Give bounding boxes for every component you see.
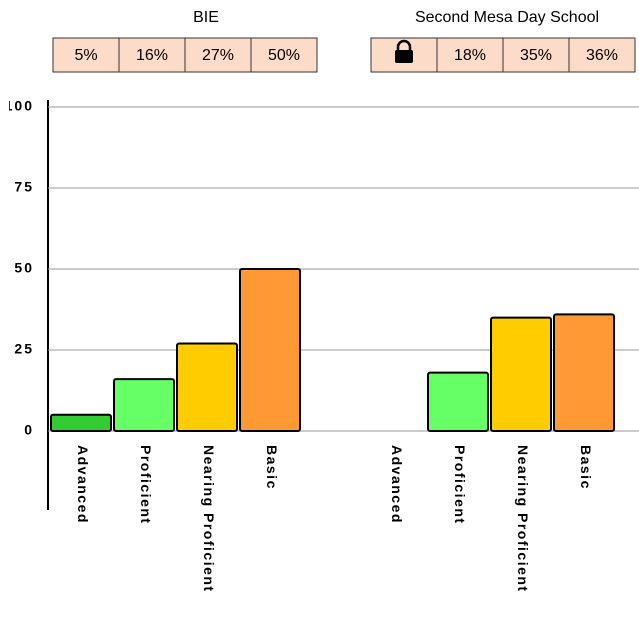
bar: [553, 313, 615, 432]
value-label: 36%: [586, 47, 618, 64]
lock-icon: [396, 39, 412, 50]
y-tick-label: 50: [14, 260, 34, 276]
value-label: 27%: [202, 47, 234, 64]
value-box: [568, 37, 636, 73]
x-tick-label: Basic: [578, 445, 594, 490]
x-tick-label: Advanced: [389, 445, 405, 524]
x-tick-label: Proficient: [452, 445, 468, 525]
y-tick-labels: 0 25 50 75 100: [5, 98, 34, 438]
group-title: BIE: [193, 9, 219, 26]
value-label: 18%: [454, 47, 486, 64]
y-tick-label: 75: [14, 179, 34, 195]
value-box: [250, 37, 318, 73]
bar: [50, 413, 112, 432]
x-tick-label: Nearing Proficient: [201, 445, 217, 593]
x-tick-label: Proficient: [138, 445, 154, 525]
y-tick-label: 100: [5, 98, 34, 114]
y-tick-label: 25: [14, 341, 34, 357]
x-tick-label: Nearing Proficient: [515, 445, 531, 593]
value-label: 16%: [136, 47, 168, 64]
value-label: 35%: [520, 47, 552, 64]
lock-icon: [395, 50, 413, 63]
bar: [113, 378, 175, 433]
group-title: Second Mesa Day School: [415, 9, 599, 26]
x-tick-label: Advanced: [75, 445, 91, 524]
value-box: [436, 37, 504, 73]
bar: [427, 371, 489, 432]
x-tick-label: Basic: [264, 445, 280, 490]
bar: [490, 316, 552, 433]
value-label: 50%: [268, 47, 300, 64]
bar: [176, 342, 238, 432]
y-tick-label: 0: [24, 422, 34, 438]
value-label: 5%: [74, 47, 97, 64]
value-box: [52, 37, 120, 73]
bar: [239, 268, 301, 432]
